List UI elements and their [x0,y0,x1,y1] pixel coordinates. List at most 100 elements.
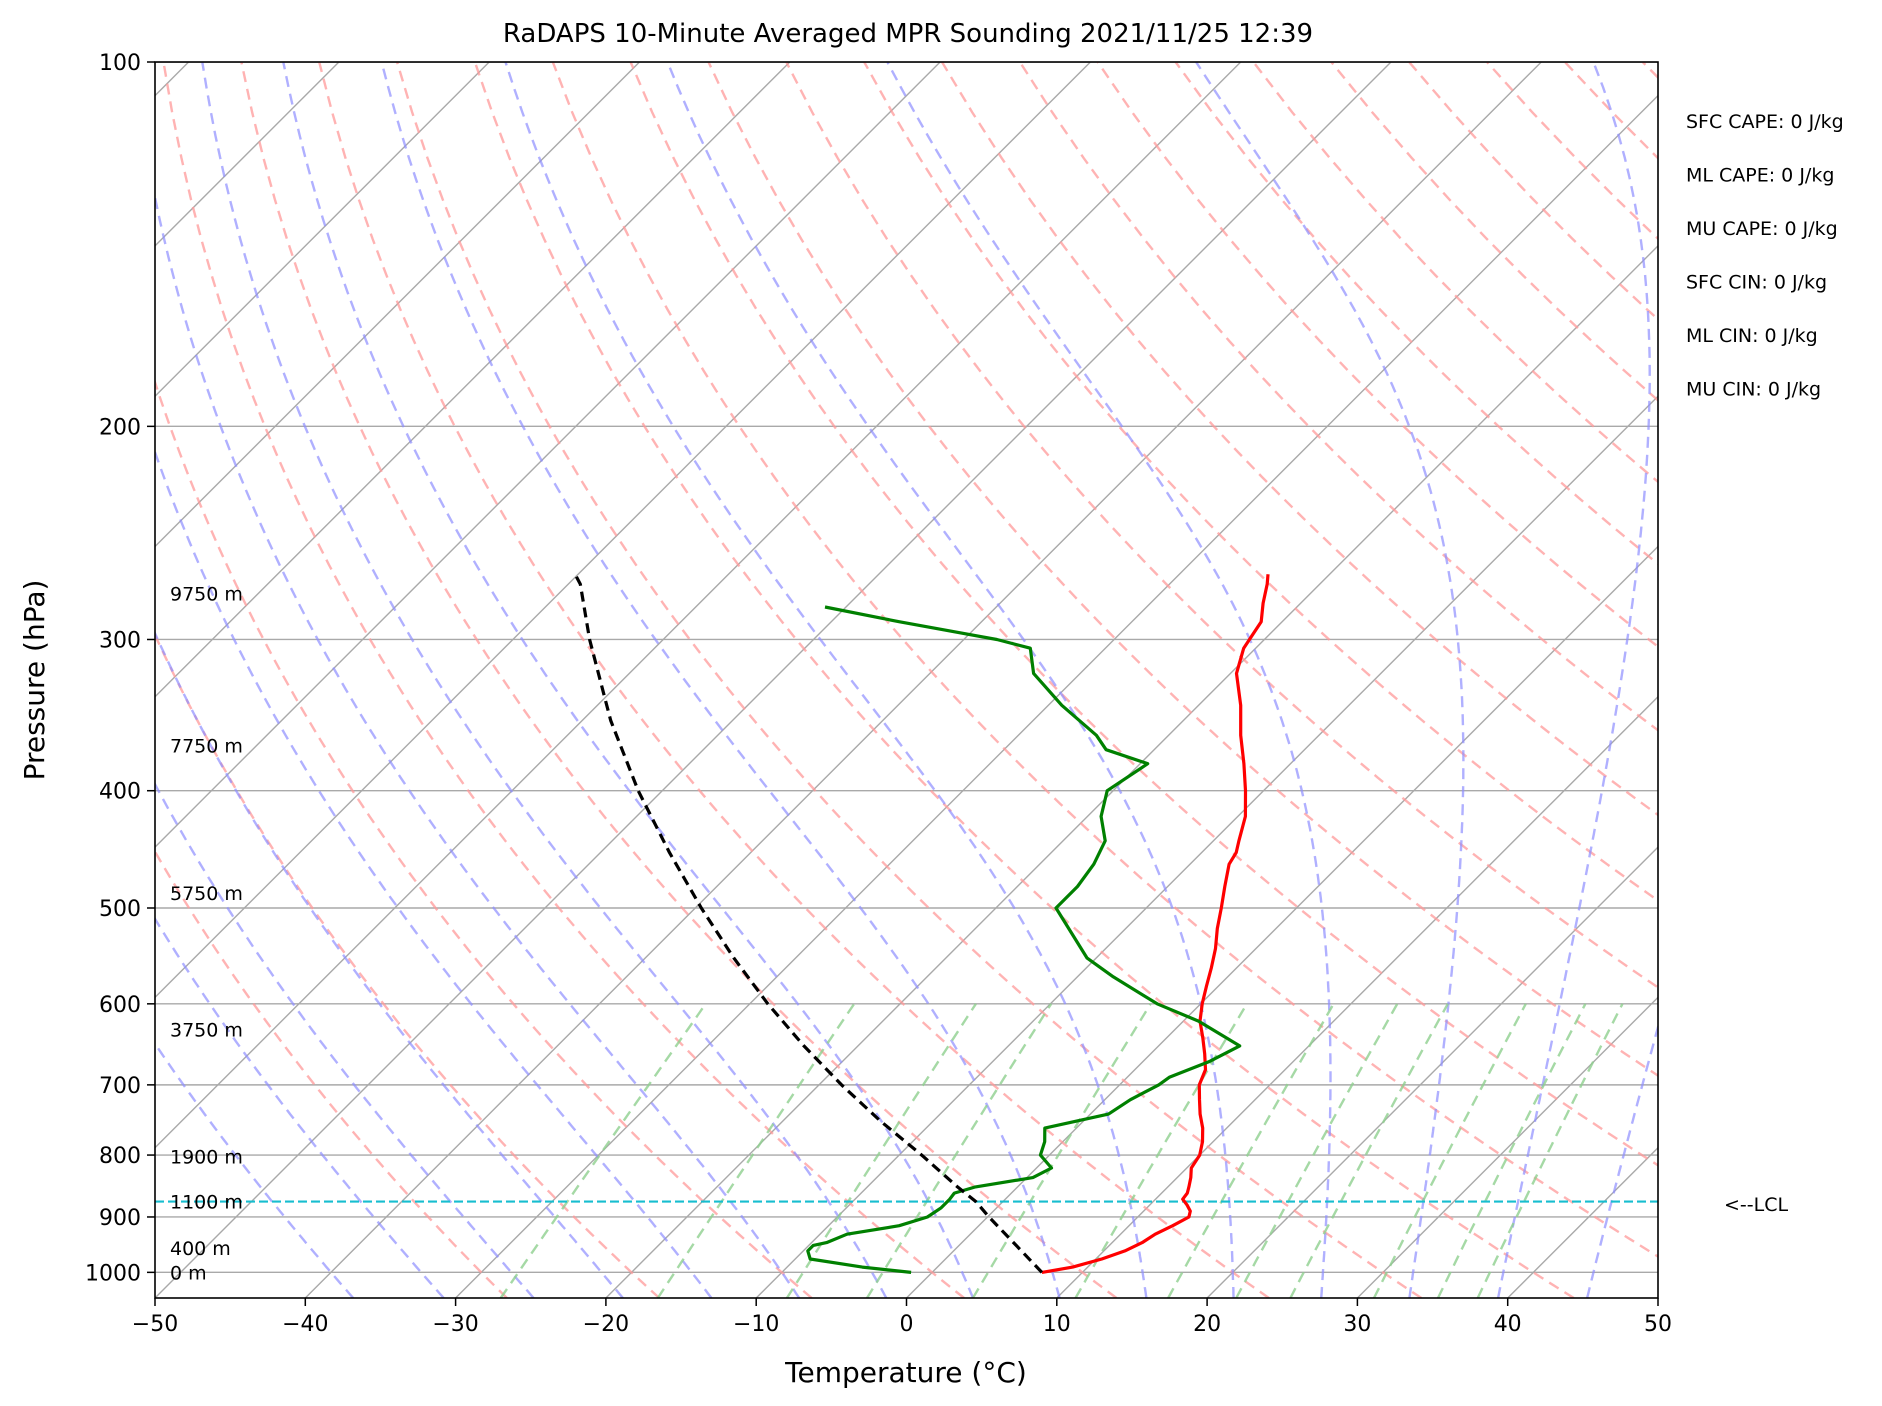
parcel-profile-line [573,573,1044,1274]
height-label: 1900 m [170,1146,243,1168]
moist-adiabat-line [1496,62,1651,1298]
y-tick-label: 600 [99,993,141,1018]
mixing-ratio-line [1167,1003,1335,1298]
height-label: 3750 m [170,1019,243,1041]
height-label: 1100 m [170,1192,243,1214]
dry-adiabat-line [1408,62,1658,321]
x-tick-label: 50 [1644,1312,1672,1337]
index-label: MU CAPE: 0 J/kg [1686,218,1838,240]
dry-adiabat-line [395,62,1423,1298]
mixing-ratio-line [865,1003,1053,1298]
moist-adiabat-line [155,630,624,1298]
dry-adiabat-line [155,632,661,1298]
moist-adiabat-line [155,191,801,1298]
moist-adiabat-line [886,62,1332,1298]
x-tick-label: −20 [583,1312,629,1337]
dry-adiabat-line [1641,62,1658,80]
moist-adiabat-line [1585,1022,1658,1298]
mixing-ratio-line [971,1003,1152,1298]
y-tick-label: 700 [99,1074,141,1099]
x-tick-label: −10 [733,1312,779,1337]
moist-adiabat-line [155,916,445,1298]
isotherm-line [155,62,1392,1298]
height-label: 400 m [170,1238,231,1260]
y-tick-label: 200 [99,415,141,440]
mixing-ratio-lines [499,1003,1624,1298]
moist-adiabat-line [155,1041,355,1298]
grid-lines [155,62,1658,1274]
isotherm-line [155,62,1091,999]
isotherm-line [304,62,1542,1298]
isotherm-line [755,395,1658,1298]
y-tick-label: 900 [99,1206,141,1231]
isotherm-line [155,62,640,548]
index-label: SFC CAPE: 0 J/kg [1686,111,1844,133]
x-tick-label: 30 [1343,1312,1371,1337]
index-label: ML CAPE: 0 J/kg [1686,165,1834,187]
dry-adiabat-line [785,62,1658,989]
y-tick-label: 400 [99,780,141,805]
mixing-ratio-line [1436,1003,1587,1298]
dry-adiabat-line [240,62,1118,1298]
isotherm-line [1657,1297,1658,1298]
dry-adiabat-line [318,62,1270,1298]
moist-adiabat-line [666,62,1235,1298]
dry-adiabat-line [1330,62,1658,402]
stability-indices: SFC CAPE: 0 J/kg ML CAPE: 0 J/kg MU CAPE: … [1686,111,1844,401]
mixing-ratio-line [1235,1003,1399,1298]
mixing-ratio-line [1372,1003,1527,1298]
isotherm-line [1056,695,1658,1298]
dry-adiabat-line [1018,62,1658,732]
index-label: ML CIN: 0 J/kg [1686,325,1818,347]
dry-adiabat-line [473,62,1575,1298]
chart-title: RaDAPS 10-Minute Averaged MPR Sounding 2… [503,19,1313,49]
moist-adiabat-line [504,62,1148,1298]
dry-adiabat-line [162,62,965,1298]
x-tick-label: 0 [900,1312,914,1337]
isotherm-line [1356,996,1658,1298]
x-tick-label: −30 [432,1312,478,1337]
y-tick-label: 1000 [85,1261,141,1286]
sounding-series [155,573,1658,1274]
dry-adiabat-line [551,62,1658,1258]
moist-adiabat-line [155,781,535,1298]
index-label: MU CIN: 0 J/kg [1686,379,1821,401]
mixing-ratio-line [785,1003,977,1298]
moist-adiabat-line [380,62,1061,1298]
isotherms [155,62,1658,1298]
height-label: 9750 m [170,584,243,606]
dry-adiabat-line [707,62,1658,1078]
x-tick-label: −50 [132,1312,178,1337]
index-label: SFC CIN: 0 J/kg [1686,272,1827,294]
dry-adiabat-line [155,849,508,1298]
isotherm-line [155,62,941,849]
x-axis: −50 −40 −30 −20 −10 0 10 20 30 40 50 [132,1298,1672,1337]
isotherm-line [455,94,1658,1298]
dry-adiabat-line [1486,62,1658,241]
isotherm-line [1206,846,1658,1298]
dry-adiabat-line [1721,62,1882,1298]
y-axis-label: Pressure (hPa) [18,580,51,781]
y-tick-label: 100 [99,51,141,76]
dry-adiabat-line [155,378,813,1298]
mixing-ratio-line [1476,1003,1624,1298]
y-tick-label: 500 [99,897,141,922]
moist-adiabat-line [201,62,888,1298]
x-tick-label: 20 [1193,1312,1221,1337]
isotherm-line [155,62,791,698]
mixing-ratio-line [1289,1003,1449,1298]
isotherm-line [155,62,490,398]
dry-adiabat-line [940,62,1658,817]
isotherm-line [605,244,1658,1298]
x-axis-label: Temperature (°C) [784,1356,1027,1389]
y-tick-label: 800 [99,1144,141,1169]
dry-adiabat-line [629,62,1658,1167]
height-label: 5750 m [170,883,243,905]
isotherm-line [1507,1146,1658,1298]
isotherm-line [906,545,1658,1298]
temperature-profile-line [1041,574,1270,1274]
y-axis: 100 200 300 400 500 600 700 800 900 1000 [85,51,155,1286]
height-label: 7750 m [170,735,243,757]
